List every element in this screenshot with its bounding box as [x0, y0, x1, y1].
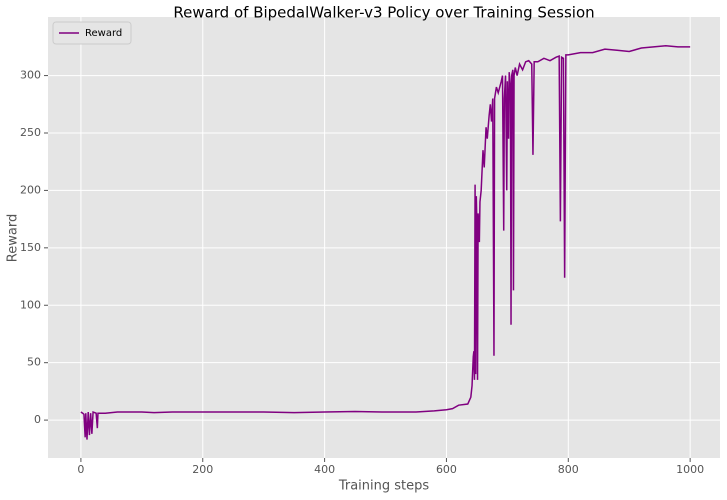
y-tick-label: 200	[20, 183, 41, 196]
y-tick-label: 150	[20, 241, 41, 254]
legend-label: Reward	[85, 28, 122, 39]
y-tick-label: 250	[20, 126, 41, 139]
x-tick-label: 600	[436, 463, 457, 476]
legend-box	[52, 21, 132, 45]
x-tick-label: 200	[192, 463, 213, 476]
y-tick-label: 50	[27, 356, 41, 369]
line	[80, 44, 691, 440]
plot-area	[48, 17, 720, 458]
y-axis-label: Reward	[6, 214, 21, 262]
x-tick-label: 1000	[676, 463, 704, 476]
y-tick-label: 100	[20, 298, 41, 311]
chart-title: Reward of BipedalWalker-v3 Policy over T…	[173, 4, 594, 22]
y-tick-label: 300	[20, 69, 41, 82]
x-tick-label: 400	[314, 463, 335, 476]
y-tick-label: 0	[34, 413, 41, 426]
x-axis-label: Training steps	[338, 479, 430, 494]
x-tick-label: 0	[77, 463, 84, 476]
x-tick-label: 800	[558, 463, 579, 476]
